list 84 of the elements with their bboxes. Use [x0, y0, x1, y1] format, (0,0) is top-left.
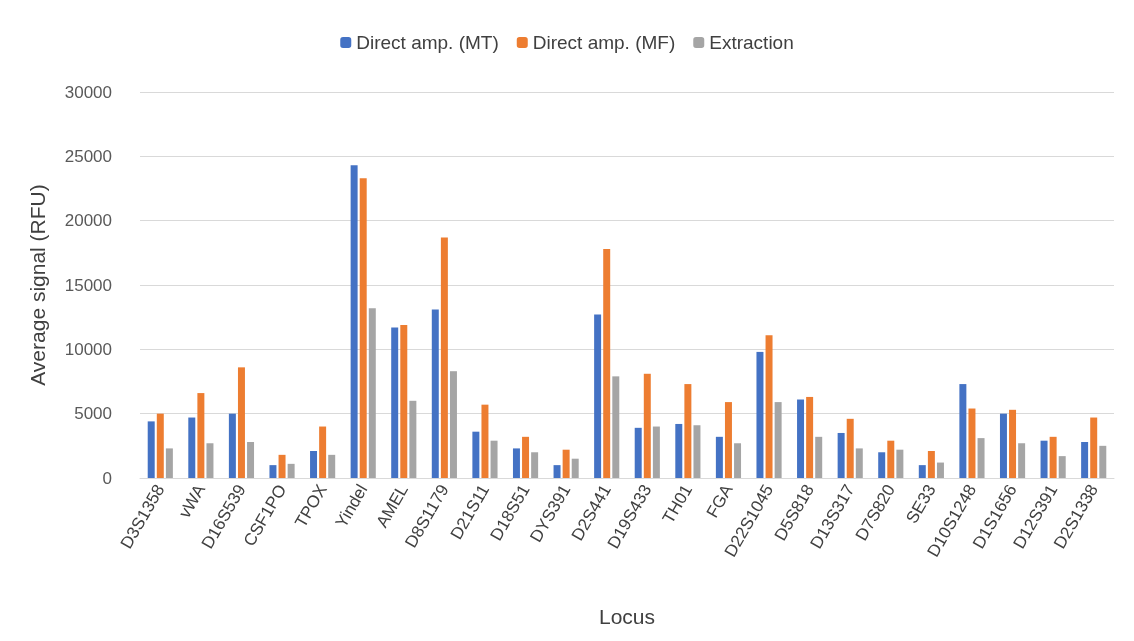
legend-label: Extraction: [709, 32, 794, 53]
y-axis-title: Average signal (RFU): [26, 184, 49, 386]
bar: [156, 413, 164, 478]
y-tick-label: 0: [102, 468, 112, 488]
bar: [968, 408, 976, 478]
bar: [774, 402, 782, 478]
bar: [310, 450, 318, 478]
bar: [1099, 445, 1107, 478]
bar: [603, 248, 611, 478]
bar: [188, 417, 196, 478]
bar: [531, 452, 539, 478]
bar: [409, 400, 417, 478]
bar: [724, 402, 732, 478]
bar: [927, 450, 935, 478]
bar: [594, 314, 602, 478]
bar: [887, 440, 895, 478]
bar: [512, 448, 520, 478]
y-tick-label: 20000: [64, 211, 112, 231]
bar: [147, 421, 155, 478]
legend-label: Direct amp. (MF): [532, 32, 676, 53]
bar: [571, 458, 579, 478]
y-tick-label: 30000: [64, 82, 112, 102]
bar: [228, 413, 236, 478]
bar: [1009, 409, 1017, 478]
bar: [715, 436, 723, 478]
bar: [634, 427, 642, 478]
bar: [1058, 456, 1066, 478]
bar: [855, 448, 863, 478]
bar: [431, 309, 439, 478]
bar: [165, 448, 173, 478]
bar: [1090, 417, 1098, 478]
bar: [959, 384, 967, 478]
bar: [846, 418, 854, 478]
bar: [269, 465, 277, 478]
bar: [278, 454, 286, 478]
bar: [1049, 436, 1057, 478]
bar: [1081, 441, 1089, 478]
bar: [734, 443, 742, 478]
bar: [197, 393, 205, 478]
bar: [553, 465, 561, 478]
bar: [918, 465, 926, 478]
bar: [675, 423, 683, 478]
bar: [684, 384, 692, 478]
bar: [319, 426, 327, 478]
bar: [206, 443, 214, 478]
bar: [490, 440, 498, 478]
bar: [400, 324, 408, 478]
bar: [815, 436, 823, 478]
bar: [287, 463, 295, 478]
bar: [806, 396, 814, 478]
bar: [237, 367, 245, 478]
bar: [1040, 440, 1048, 478]
bar: [756, 351, 764, 478]
bar: [440, 237, 448, 478]
bar: [643, 373, 651, 478]
bar: [977, 438, 985, 478]
bar: [481, 404, 489, 478]
bar: [936, 462, 944, 478]
bar: [612, 376, 620, 478]
bar: [391, 327, 399, 478]
bar: [522, 436, 530, 478]
bar: [328, 454, 336, 478]
y-tick-label: 25000: [64, 146, 112, 166]
bar: [999, 413, 1007, 478]
bar: [562, 449, 570, 478]
bar: [797, 399, 805, 478]
bar: [693, 425, 701, 478]
bar: [765, 335, 773, 478]
bar: [368, 308, 376, 478]
bar: [878, 452, 886, 478]
bar: [449, 371, 457, 478]
bar: [837, 432, 845, 478]
legend-label: Direct amp. (MT): [356, 32, 499, 53]
bar: [472, 431, 480, 478]
bar: [350, 165, 358, 478]
y-tick-label: 5000: [74, 404, 112, 424]
y-tick-label: 15000: [64, 275, 112, 295]
bar: [896, 449, 904, 478]
y-tick-label: 10000: [64, 339, 112, 359]
bar: [359, 178, 367, 478]
bar: [1018, 443, 1026, 478]
bar: [652, 426, 660, 478]
x-axis-title: Locus: [598, 605, 656, 628]
bar: [247, 441, 255, 478]
